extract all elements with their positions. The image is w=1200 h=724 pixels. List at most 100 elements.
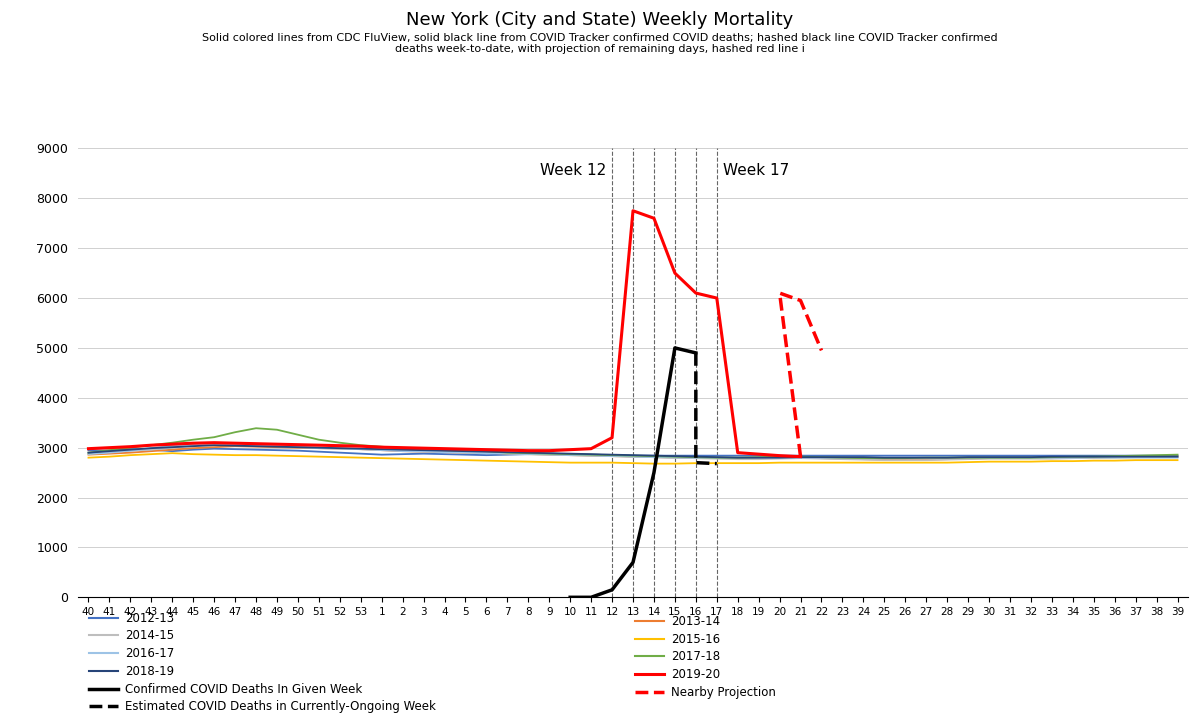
2019-20 <box>144 441 158 450</box>
2019-20 <box>731 448 745 457</box>
Line: Estimated COVID Deaths in Currently-Ongoing Week: Estimated COVID Deaths in Currently-Ongo… <box>696 353 716 463</box>
2019-20 <box>584 445 599 453</box>
Line: Nearby Projection: Nearby Projection <box>780 293 822 457</box>
2018-19 <box>835 452 850 461</box>
Estimated COVID Deaths in Currently-Ongoing Week <box>709 459 724 468</box>
Confirmed COVID Deaths In Given Week <box>667 344 682 353</box>
2019-20 <box>647 214 661 222</box>
2019-20 <box>374 443 389 452</box>
2015-16 <box>396 454 410 463</box>
2014-15 <box>206 439 221 447</box>
2014-15 <box>793 454 808 463</box>
Confirmed COVID Deaths In Given Week <box>563 593 577 602</box>
Nearby Projection <box>793 296 808 305</box>
2017-18 <box>1170 450 1184 459</box>
2012-13 <box>835 451 850 460</box>
2019-20 <box>102 443 116 452</box>
2016-17 <box>396 447 410 455</box>
Legend: 2013-14, 2015-16, 2017-18, 2019-20, Nearby Projection: 2013-14, 2015-16, 2017-18, 2019-20, Near… <box>630 610 781 704</box>
Text: New York (City and State) Weekly Mortality: New York (City and State) Weekly Mortali… <box>407 11 793 29</box>
2018-19 <box>396 445 410 454</box>
2019-20 <box>332 442 347 450</box>
2019-20 <box>793 452 808 461</box>
2019-20 <box>689 289 703 298</box>
2016-17 <box>773 453 787 462</box>
Confirmed COVID Deaths In Given Week <box>647 468 661 477</box>
2019-20 <box>290 440 305 449</box>
Line: 2014-15: 2014-15 <box>89 443 1177 460</box>
2017-18 <box>961 453 976 462</box>
2019-20 <box>605 434 619 442</box>
2019-20 <box>542 446 557 455</box>
2012-13 <box>773 451 787 460</box>
2012-13 <box>815 451 829 460</box>
2019-20 <box>206 438 221 447</box>
2014-15 <box>82 448 96 457</box>
2014-15 <box>1170 452 1184 461</box>
2018-19 <box>1170 452 1184 461</box>
2012-13 <box>751 451 766 460</box>
2019-20 <box>270 440 284 449</box>
2019-20 <box>626 206 641 215</box>
2015-16 <box>835 458 850 467</box>
Confirmed COVID Deaths In Given Week <box>689 348 703 357</box>
2019-20 <box>354 442 368 450</box>
2019-20 <box>437 445 451 453</box>
2015-16 <box>1170 456 1184 465</box>
2012-13 <box>626 451 641 460</box>
2019-20 <box>248 439 263 448</box>
2019-20 <box>521 446 535 455</box>
2018-19 <box>773 453 787 462</box>
2016-17 <box>751 453 766 462</box>
2019-20 <box>709 294 724 303</box>
Line: 2013-14: 2013-14 <box>89 446 1177 460</box>
Estimated COVID Deaths in Currently-Ongoing Week <box>689 348 703 357</box>
2017-18 <box>793 452 808 461</box>
Line: 2016-17: 2016-17 <box>89 443 1177 458</box>
Confirmed COVID Deaths In Given Week <box>584 593 599 602</box>
Line: 2017-18: 2017-18 <box>89 428 1177 458</box>
2015-16 <box>647 459 661 468</box>
2012-13 <box>1170 451 1184 460</box>
2019-20 <box>312 441 326 450</box>
Nearby Projection <box>793 452 808 461</box>
2019-20 <box>416 444 431 452</box>
2016-17 <box>82 450 96 458</box>
2016-17 <box>206 439 221 447</box>
2015-16 <box>961 458 976 466</box>
2019-20 <box>500 446 515 455</box>
2013-14 <box>82 450 96 459</box>
2016-17 <box>1170 453 1184 462</box>
2014-15 <box>751 455 766 463</box>
Text: Week 12: Week 12 <box>540 164 606 178</box>
2014-15 <box>815 454 829 463</box>
2018-19 <box>751 453 766 462</box>
2017-18 <box>82 448 96 457</box>
Line: 2015-16: 2015-16 <box>89 453 1177 463</box>
2017-18 <box>731 453 745 462</box>
Legend: 2012-13, 2014-15, 2016-17, 2018-19, Confirmed COVID Deaths In Given Week, Estima: 2012-13, 2014-15, 2016-17, 2018-19, Conf… <box>84 607 440 718</box>
2019-20 <box>479 445 493 454</box>
2015-16 <box>82 453 96 462</box>
2019-20 <box>186 439 200 447</box>
2018-19 <box>206 441 221 450</box>
Line: Confirmed COVID Deaths In Given Week: Confirmed COVID Deaths In Given Week <box>570 348 696 597</box>
Confirmed COVID Deaths In Given Week <box>626 558 641 567</box>
Line: 2012-13: 2012-13 <box>89 449 1177 455</box>
2013-14 <box>751 454 766 463</box>
Nearby Projection <box>815 346 829 355</box>
2014-15 <box>731 455 745 463</box>
2013-14 <box>961 454 976 463</box>
2018-19 <box>961 452 976 461</box>
2019-20 <box>458 445 473 453</box>
Text: Week 17: Week 17 <box>724 164 790 178</box>
2018-19 <box>82 448 96 457</box>
2017-18 <box>815 452 829 461</box>
2014-15 <box>961 455 976 463</box>
2019-20 <box>751 450 766 458</box>
2013-14 <box>1170 452 1184 461</box>
Line: 2018-19: 2018-19 <box>89 445 1177 458</box>
2019-20 <box>124 442 138 451</box>
2019-20 <box>82 445 96 453</box>
2014-15 <box>877 456 892 465</box>
